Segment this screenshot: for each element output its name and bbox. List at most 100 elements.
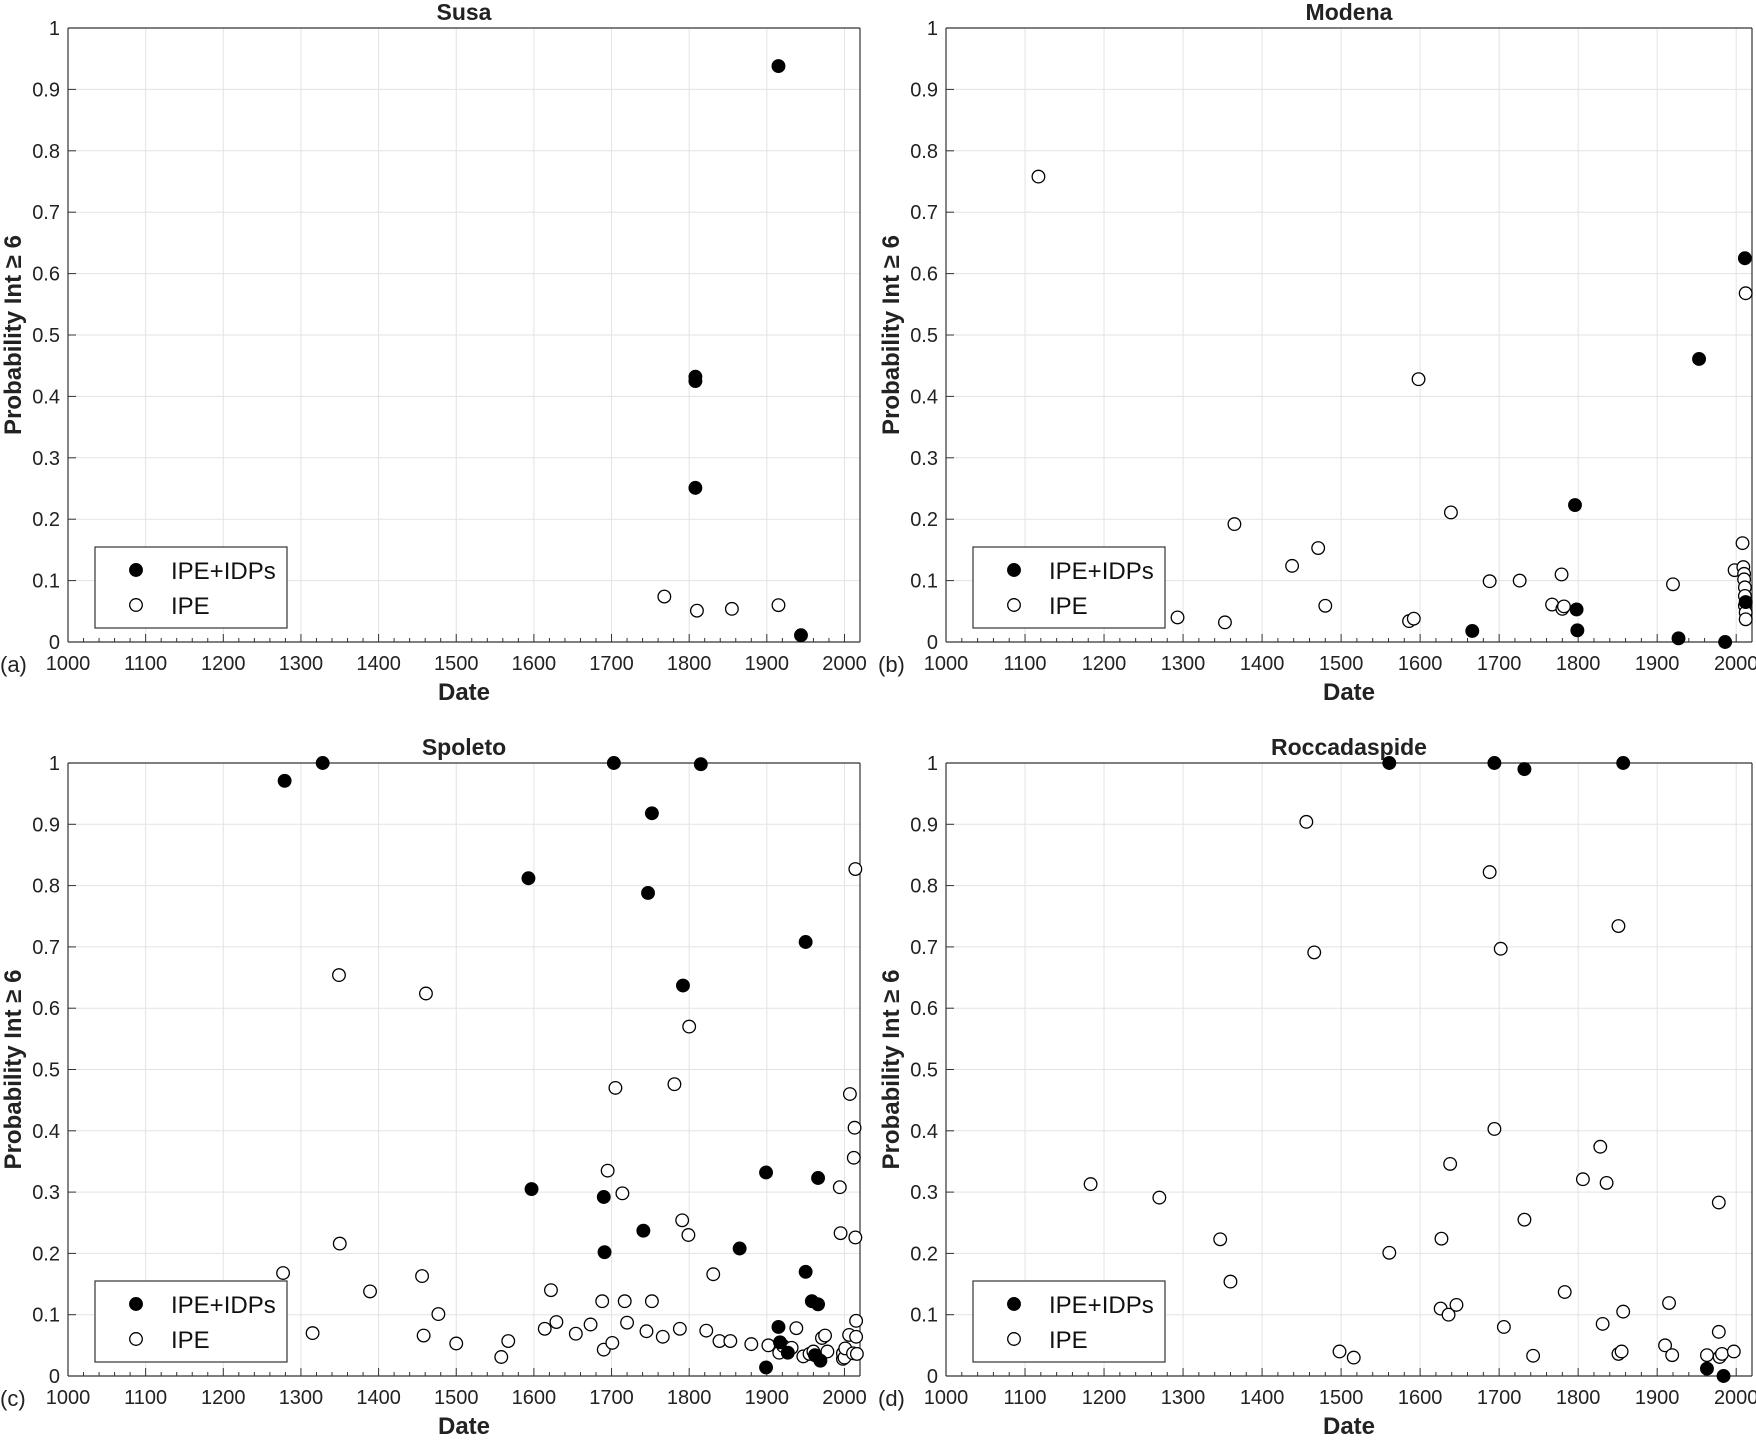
open-data-point bbox=[501, 1334, 516, 1349]
open-data-point bbox=[681, 1228, 696, 1242]
y-tick-label: 0.7 bbox=[910, 937, 938, 959]
open-data-point bbox=[1496, 1320, 1511, 1334]
legend-box bbox=[94, 1280, 288, 1363]
open-data-point bbox=[833, 1226, 848, 1241]
open-data-point bbox=[1318, 598, 1333, 613]
x-axis-label: Date bbox=[438, 1413, 490, 1440]
x-axis-label: Date bbox=[1323, 679, 1375, 706]
filled-data-point bbox=[1700, 1361, 1714, 1376]
open-data-point bbox=[1382, 1245, 1397, 1260]
filled-data-point bbox=[798, 1264, 813, 1279]
open-data-point bbox=[1554, 567, 1569, 582]
open-data-point bbox=[842, 1087, 857, 1101]
open-data-point bbox=[1170, 610, 1185, 625]
open-data-point bbox=[1700, 1348, 1714, 1363]
open-data-point bbox=[1593, 1139, 1608, 1154]
filled-data-point bbox=[1737, 251, 1752, 266]
x-tick-label: 1500 bbox=[1319, 653, 1364, 675]
legend: IPE+IDPs IPE bbox=[94, 546, 288, 629]
chart-title: Spoleto bbox=[422, 734, 506, 760]
x-tick-label: 1900 bbox=[745, 1387, 790, 1409]
open-data-point bbox=[1665, 1348, 1680, 1363]
open-data-point bbox=[789, 1321, 804, 1336]
y-tick-label: 0.9 bbox=[910, 79, 938, 101]
open-data-point bbox=[1482, 574, 1497, 589]
open-data-point bbox=[608, 1080, 623, 1095]
filled-data-point bbox=[798, 935, 813, 949]
filled-data-point bbox=[780, 1345, 795, 1360]
open-data-point bbox=[1346, 1350, 1361, 1365]
open-data-point bbox=[1614, 1344, 1629, 1359]
series-ipe-idps bbox=[1465, 251, 1753, 649]
panel-label: (d) bbox=[878, 1386, 905, 1411]
open-data-point bbox=[1217, 615, 1232, 630]
open-data-point bbox=[1616, 1304, 1631, 1319]
open-data-point bbox=[1307, 945, 1322, 960]
open-data-point bbox=[675, 1213, 690, 1228]
y-tick-label: 0.8 bbox=[910, 141, 938, 163]
y-tick-label: 0.8 bbox=[32, 876, 60, 898]
x-tick-label: 1600 bbox=[1398, 1387, 1443, 1409]
open-data-point bbox=[1556, 599, 1571, 614]
open-data-point bbox=[1658, 1338, 1673, 1353]
legend-filled-marker bbox=[129, 563, 143, 577]
x-tick-label: 1900 bbox=[1635, 653, 1680, 675]
open-data-point bbox=[1526, 1348, 1541, 1363]
y-tick-label: 0.5 bbox=[32, 325, 60, 347]
y-tick-label: 1 bbox=[49, 18, 60, 40]
x-tick-label: 1100 bbox=[1004, 653, 1047, 675]
legend-filled-marker bbox=[1007, 563, 1021, 577]
filled-data-point bbox=[771, 1320, 786, 1334]
open-data-point bbox=[846, 1150, 861, 1165]
y-tick-label: 0.9 bbox=[910, 814, 938, 836]
open-data-point bbox=[1711, 1195, 1726, 1210]
y-tick-label: 0.2 bbox=[910, 1243, 938, 1265]
x-tick-label: 1600 bbox=[512, 653, 557, 675]
filled-data-point bbox=[759, 1360, 773, 1375]
filled-data-point bbox=[1716, 1369, 1731, 1383]
y-tick-label: 0 bbox=[49, 632, 60, 654]
filled-data-point bbox=[688, 374, 703, 389]
open-data-point bbox=[1575, 1172, 1590, 1187]
x-tick-label: 1100 bbox=[1004, 1387, 1047, 1409]
y-tick-label: 0.3 bbox=[32, 448, 60, 470]
y-tick-label: 0.7 bbox=[910, 202, 938, 224]
filled-data-point bbox=[759, 1165, 773, 1180]
x-tick-label: 1700 bbox=[589, 653, 634, 675]
panel-b: 1000 1100 1200 1300 1400 1500 1600 1700 1800 1900… bbox=[878, 0, 1756, 706]
y-axis-label: Probability Int ≥ 6 bbox=[0, 970, 27, 1170]
open-data-point bbox=[1735, 536, 1750, 551]
x-tick-label: 1000 bbox=[924, 1387, 969, 1409]
filled-data-point bbox=[732, 1241, 747, 1256]
open-data-point bbox=[549, 1315, 564, 1330]
open-data-point bbox=[682, 1019, 697, 1034]
open-data-point bbox=[771, 598, 786, 613]
x-tick-label: 1500 bbox=[434, 653, 479, 675]
x-tick-label: 2000 bbox=[822, 653, 867, 675]
y-axis-label: Probability Int ≥ 6 bbox=[878, 235, 905, 435]
open-data-point bbox=[305, 1326, 320, 1341]
panel-label: (b) bbox=[878, 652, 905, 677]
x-tick-label: 1400 bbox=[356, 1387, 401, 1409]
open-data-point bbox=[1611, 919, 1626, 934]
legend: IPE+IDPs IPE bbox=[972, 1280, 1166, 1363]
y-tick-label: 0.2 bbox=[910, 509, 938, 531]
legend-entry-label: IPE bbox=[171, 1327, 210, 1354]
filled-data-point bbox=[794, 628, 808, 643]
x-tick-label: 1200 bbox=[201, 653, 246, 675]
chart-title: Modena bbox=[1306, 0, 1393, 25]
open-data-point bbox=[617, 1294, 632, 1309]
y-tick-label: 0.5 bbox=[32, 1060, 60, 1082]
filled-data-point bbox=[811, 1297, 826, 1312]
open-data-point bbox=[1406, 611, 1421, 626]
y-tick-label: 1 bbox=[927, 18, 938, 40]
open-data-point bbox=[1449, 1297, 1464, 1312]
open-data-point bbox=[1031, 169, 1046, 184]
open-data-point bbox=[332, 968, 346, 983]
open-data-point bbox=[1443, 1156, 1458, 1171]
open-data-point bbox=[818, 1328, 833, 1343]
filled-data-point bbox=[636, 1223, 651, 1238]
x-tick-label: 1300 bbox=[279, 653, 324, 675]
legend-entry-label: IPE+IDPs bbox=[171, 1292, 276, 1319]
